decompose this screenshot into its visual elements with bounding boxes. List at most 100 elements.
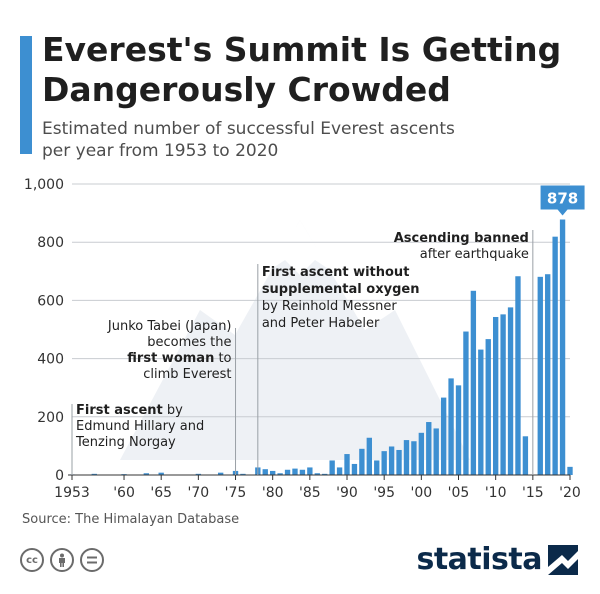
annotation-banned: after earthquake: [420, 247, 529, 262]
bar: [485, 339, 491, 475]
bar: [426, 422, 432, 475]
x-tick-label: '15: [522, 485, 544, 501]
brand-name: statista: [416, 542, 542, 577]
bar: [91, 473, 97, 475]
bar: [463, 331, 469, 475]
bar: [396, 449, 402, 475]
annotation-messner: and Peter Habeler: [262, 316, 380, 331]
bar: [418, 432, 425, 475]
x-tick-label: '95: [373, 485, 395, 501]
mountain-shape: [120, 220, 470, 460]
bar: [545, 274, 551, 475]
y-axis: 0 200 400 600 800 1,000: [24, 177, 64, 484]
y-tick-label: 200: [37, 410, 64, 426]
x-axis: 1953 '60 '65 '70 '75 '80 '85 '90 '95 '00 '05 '10 '15…: [54, 475, 581, 501]
y-tick-label: 400: [37, 352, 64, 368]
x-tick-label: '60: [113, 485, 135, 501]
bar: [411, 441, 417, 475]
bar: [455, 385, 462, 475]
brand: statista: [416, 542, 578, 577]
bar: [403, 440, 410, 475]
annotation-messner: by Reinhold Messner: [262, 299, 398, 314]
annotation-messner: supplemental oxygen: [262, 282, 420, 297]
bar: [470, 290, 477, 475]
license-icons: cc: [20, 548, 104, 572]
bar: [277, 473, 283, 475]
bar: [552, 236, 558, 475]
bar: [374, 460, 380, 475]
x-tick-label: '80: [262, 485, 284, 501]
bar: [143, 473, 150, 475]
annotation-first-ascent: Tenzing Norgay: [75, 435, 176, 450]
annotation-banned: Ascending banned: [394, 231, 529, 246]
bar: [359, 448, 365, 475]
x-tick-label: '65: [150, 485, 172, 501]
bar: [351, 463, 358, 475]
bar: [507, 307, 514, 475]
title-line-1: Everest's Summit Is Getting: [42, 30, 562, 69]
annotation-junko-tabei: becomes the: [147, 335, 231, 350]
x-tick-label: '20: [559, 485, 581, 501]
bars: [68, 219, 573, 476]
annotation-junko-tabei: first woman to: [127, 351, 231, 366]
cc-icon[interactable]: cc: [20, 548, 44, 572]
mountain-watermark: [120, 220, 470, 460]
bar: [284, 469, 291, 475]
bar: [366, 437, 372, 475]
bar: [522, 436, 529, 475]
x-tick-label: '90: [336, 485, 358, 501]
bar: [440, 397, 447, 475]
bar: [299, 469, 306, 475]
bar: [381, 451, 387, 475]
x-tick-label: '10: [485, 485, 507, 501]
bar: [292, 468, 298, 475]
annotation-junko-tabei: climb Everest: [143, 367, 231, 382]
bar: [158, 472, 164, 475]
bar: [307, 467, 313, 475]
bar: [537, 276, 543, 475]
subtitle-line-2: per year from 1953 to 2020: [42, 141, 279, 161]
bar: [567, 466, 573, 475]
title-line-2: Dangerously Crowded: [42, 70, 451, 109]
x-tick-label: '75: [225, 485, 247, 501]
subtitle-line-1: Estimated number of successful Everest a…: [42, 119, 455, 139]
bar: [492, 316, 499, 475]
bar: [388, 446, 395, 475]
accent-bar: [20, 36, 32, 154]
equals-icon[interactable]: [80, 548, 104, 572]
bar: [559, 219, 566, 475]
bar: [433, 428, 439, 475]
x-tick-label: 1953: [54, 485, 90, 501]
chart-subtitle: Estimated number of successful Everest a…: [42, 118, 562, 162]
annotation-first-ascent: First ascent by: [76, 403, 183, 418]
y-tick-label: 0: [55, 468, 64, 484]
y-tick-label: 600: [37, 293, 64, 309]
annotation-messner: First ascent without: [262, 265, 410, 280]
bar: [344, 454, 350, 475]
highlight-pointer: [557, 209, 568, 216]
bar: [515, 276, 521, 475]
annotation-junko-tabei: Junko Tabei (Japan): [107, 319, 232, 334]
highlight-box: [540, 185, 585, 210]
mountain-snow: [270, 220, 330, 275]
highlight-label: 878: [547, 190, 578, 208]
x-tick-label: '70: [188, 485, 210, 501]
x-tick-label: '00: [411, 485, 433, 501]
bar: [217, 472, 224, 475]
x-tick-label: '85: [299, 485, 321, 501]
x-tick-label: '05: [448, 485, 470, 501]
bar: [270, 470, 276, 475]
bar: [336, 467, 343, 475]
brand-logo-icon: [548, 544, 578, 575]
chart-title: Everest's Summit Is Getting Dangerously …: [42, 30, 582, 110]
bar: [322, 473, 328, 475]
bar: [314, 473, 320, 475]
person-icon[interactable]: [50, 548, 74, 572]
bar: [240, 473, 246, 475]
annotation-first-ascent: Edmund Hillary and: [76, 419, 204, 434]
bar: [478, 349, 484, 475]
y-tick-label: 1,000: [24, 177, 64, 193]
bar: [262, 469, 268, 475]
